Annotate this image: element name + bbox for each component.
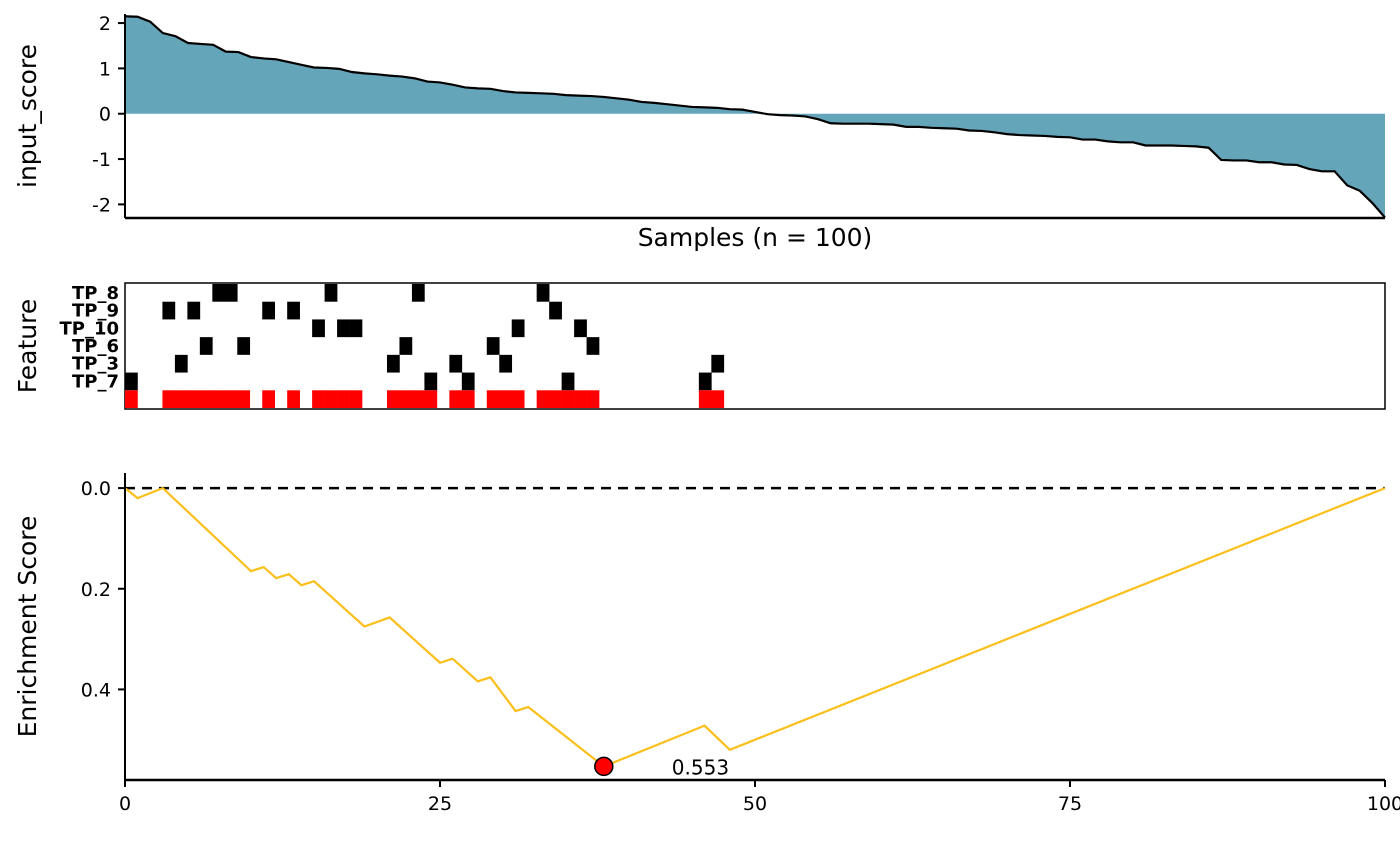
x-tick-label: 75 [1058, 793, 1082, 815]
feature-hit-cell [262, 301, 276, 320]
feature-hit-cell [174, 354, 188, 373]
y-tick-label: -2 [92, 194, 111, 216]
feature-hit-cell [312, 319, 325, 338]
samples-x-axis-title: Samples (n = 100) [638, 223, 873, 252]
summary-hit-cell [337, 390, 350, 408]
input-score-area [125, 16, 1385, 218]
feature-hit-cell [399, 337, 413, 355]
summary-hit-cell [386, 390, 400, 408]
summary-hit-cell [287, 390, 300, 408]
feature-hit-cell [337, 319, 350, 338]
peak-value-label: 0.553 [672, 755, 729, 779]
summary-hit-cell [125, 390, 138, 408]
summary-hit-cell [549, 390, 562, 408]
summary-hit-cell [424, 390, 438, 408]
y-tick-label: 2 [99, 13, 111, 35]
feature-label: TP_6 [72, 336, 119, 357]
feature-label: TP_3 [72, 354, 119, 375]
x-tick-label: 100 [1367, 793, 1400, 815]
feature-hit-cell [511, 319, 525, 338]
feature-hit-cell [549, 301, 562, 320]
y-tick-label: 0.2 [81, 579, 111, 601]
feature-label: TP_10 [59, 318, 119, 339]
summary-hit-cell [486, 390, 500, 408]
peak-marker [594, 756, 614, 777]
feature-hit-cell [237, 337, 251, 355]
summary-hit-cell [174, 390, 188, 408]
feature-hit-cell [486, 337, 500, 355]
feature-hit-cell [449, 354, 463, 373]
feature-y-axis-title: Feature [13, 299, 42, 393]
y-tick-label: 0 [99, 104, 111, 126]
enrichment-x-ticks: 0 25 50 75 100 [119, 780, 1400, 815]
feature-hit-cell [187, 301, 201, 320]
summary-hit-cell [449, 390, 463, 408]
summary-hit-cell [162, 390, 176, 408]
summary-hit-cell [461, 390, 475, 408]
feature-hit-cell [324, 284, 338, 302]
summary-hit-cell [237, 390, 251, 408]
summary-hit-cell [561, 390, 575, 408]
feature-hit-cell [711, 354, 725, 373]
summary-hit-cell [187, 390, 201, 408]
feature-hit-cell [411, 284, 425, 302]
input-score-panel: 2 1 0 -1 -2 input_score Samples (n = 100) [13, 13, 1386, 252]
summary-hit-cell [312, 390, 325, 408]
summary-hit-cell [411, 390, 425, 408]
feature-hit-cell [499, 354, 513, 373]
feature-hit-cell [224, 284, 238, 302]
summary-hit-cell [698, 390, 712, 408]
feature-label: TP_9 [72, 301, 119, 322]
feature-hit-cell [349, 319, 363, 338]
enrichment-score-line [124, 486, 1386, 768]
feature-hit-cell [424, 372, 438, 391]
summary-hit-cell [511, 390, 525, 408]
input-score-y-axis-title: input_score [13, 44, 42, 188]
feature-hit-cell [698, 372, 712, 391]
summary-hit-cell [499, 390, 513, 408]
summary-hit-cell [586, 390, 600, 408]
y-tick-label: -1 [92, 149, 111, 171]
enrichment-y-ticks: 0.0 0.2 0.4 [81, 478, 125, 701]
y-tick-label: 1 [99, 58, 111, 80]
summary-hit-cell [212, 390, 226, 408]
summary-hit-cell [224, 390, 238, 408]
summary-hit-cell [324, 390, 338, 408]
feature-hit-cell [574, 319, 587, 338]
feature-hit-cell [386, 354, 400, 373]
feature-heatmap-frame [124, 282, 1386, 410]
feature-label: TP_7 [72, 371, 119, 392]
x-tick-label: 0 [119, 793, 131, 815]
feature-hit-cell [461, 372, 475, 391]
input-score-y-ticks: 2 1 0 -1 -2 [92, 13, 125, 216]
summary-hit-cell [574, 390, 587, 408]
summary-hit-cell [349, 390, 363, 408]
summary-hit-cell [262, 390, 276, 408]
feature-hit-cell [561, 372, 575, 391]
feature-hit-cell [212, 284, 226, 302]
enrichment-score-panel: 0.553 0.0 0.2 0.4 0 25 50 75 100 Enrichment Sc… [13, 473, 1400, 815]
x-tick-label: 25 [428, 793, 452, 815]
summary-hit-cell [536, 390, 550, 408]
feature-hit-cell [199, 337, 213, 355]
feature-heatmap-cells [125, 284, 725, 408]
summary-hit-cell [199, 390, 213, 408]
feature-hit-cell [287, 301, 300, 320]
feature-hit-cell [125, 372, 138, 391]
input-score-line [124, 15, 1386, 219]
y-tick-label: 0.0 [81, 478, 111, 500]
feature-hit-cell [586, 337, 600, 355]
feature-label: TP_8 [72, 283, 119, 304]
summary-hit-cell [399, 390, 413, 408]
enrichment-score-y-axis-title: Enrichment Score [13, 516, 42, 738]
x-tick-label: 50 [743, 793, 767, 815]
feature-hit-cell [536, 284, 550, 302]
y-tick-label: 0.4 [81, 679, 111, 701]
feature-hit-cell [162, 301, 176, 320]
summary-hit-cell [711, 390, 725, 408]
